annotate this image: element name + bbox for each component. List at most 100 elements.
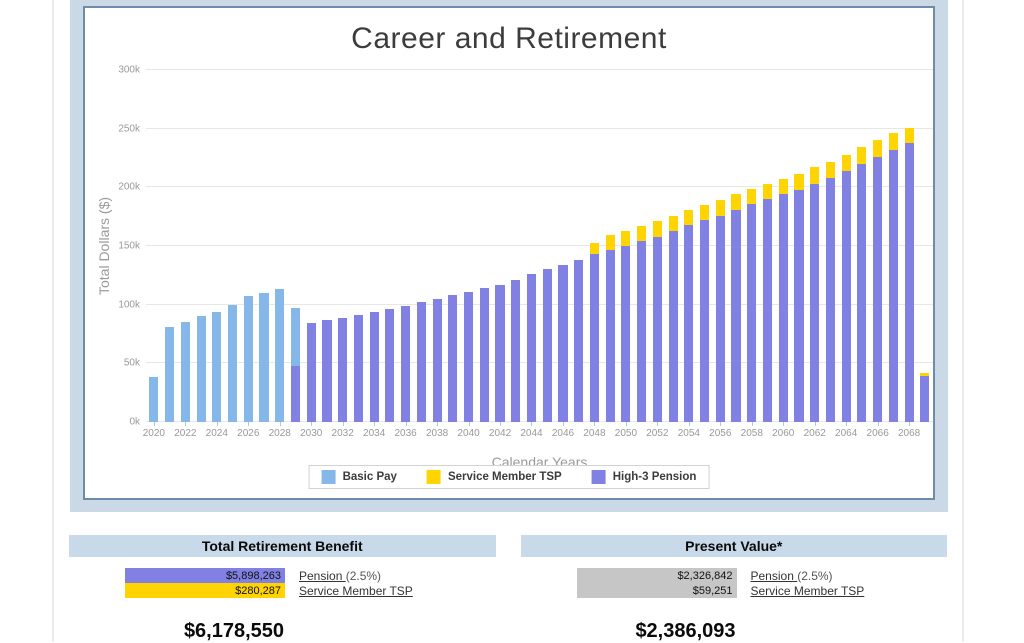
bar-segment-service-member-tsp-2051[interactable] xyxy=(637,226,647,242)
bar-segment-high-3-pension-2057[interactable] xyxy=(731,209,741,422)
legend-label: High-3 Pension xyxy=(612,471,697,483)
bar-segment-high-3-pension-2035[interactable] xyxy=(385,309,395,422)
bar-2046: 2046 xyxy=(552,70,574,439)
bar-segment-basic-pay-2029[interactable] xyxy=(290,308,301,366)
bar-segment-high-3-pension-2064[interactable] xyxy=(841,170,851,422)
bar-segment-high-3-pension-2069[interactable] xyxy=(920,376,930,422)
bar-segment-high-3-pension-2040[interactable] xyxy=(463,291,474,422)
bar-segment-high-3-pension-2044[interactable] xyxy=(526,274,537,422)
bar-segment-basic-pay-2024[interactable] xyxy=(212,311,222,422)
bar-2061 xyxy=(791,70,807,422)
bar-segment-high-3-pension-2051[interactable] xyxy=(637,241,647,422)
bar-segment-basic-pay-2025[interactable] xyxy=(227,304,238,422)
bar-segment-service-member-tsp-2062[interactable] xyxy=(810,167,820,184)
bar-segment-high-3-pension-2054[interactable] xyxy=(684,224,694,422)
bar-segment-high-3-pension-2046[interactable] xyxy=(558,264,568,422)
bar-segment-basic-pay-2027[interactable] xyxy=(259,292,269,422)
bar-segment-basic-pay-2021[interactable] xyxy=(165,326,175,422)
bar-segment-high-3-pension-2058[interactable] xyxy=(747,203,757,422)
legend-item-basic-pay[interactable]: Basic Pay xyxy=(321,470,397,484)
bar-segment-high-3-pension-2030[interactable] xyxy=(306,323,316,422)
bar-2045 xyxy=(539,70,555,422)
bar-segment-high-3-pension-2061[interactable] xyxy=(794,189,804,422)
x-tick-label-2020: 2020 xyxy=(142,428,165,439)
bar-segment-service-member-tsp-2053[interactable] xyxy=(668,215,678,231)
x-tick-mark xyxy=(751,422,753,426)
bar-segment-service-member-tsp-2052[interactable] xyxy=(652,221,662,237)
bar-segment-service-member-tsp-2061[interactable] xyxy=(794,174,804,190)
bar-segment-basic-pay-2026[interactable] xyxy=(243,296,253,422)
bar-segment-service-member-tsp-2063[interactable] xyxy=(825,161,835,178)
x-tick-mark xyxy=(531,422,533,426)
bar-segment-service-member-tsp-2056[interactable] xyxy=(715,200,725,216)
bar-segment-service-member-tsp-2048[interactable] xyxy=(589,242,599,255)
legend-item-high-3-pension[interactable]: High-3 Pension xyxy=(591,470,697,484)
bar-segment-high-3-pension-2056[interactable] xyxy=(715,215,725,422)
bar-segment-high-3-pension-2037[interactable] xyxy=(416,302,426,422)
bar-segment-service-member-tsp-2057[interactable] xyxy=(731,194,741,210)
bar-segment-high-3-pension-2032[interactable] xyxy=(338,317,348,422)
bar-segment-service-member-tsp-2050[interactable] xyxy=(621,230,631,246)
legend-item-service-member-tsp[interactable]: Service Member TSP xyxy=(426,470,562,484)
bar-segment-service-member-tsp-2066[interactable] xyxy=(873,140,883,157)
bar-segment-high-3-pension-2055[interactable] xyxy=(700,220,710,422)
bar-segment-high-3-pension-2045[interactable] xyxy=(542,269,552,422)
bar-segment-service-member-tsp-2065[interactable] xyxy=(857,147,867,164)
tsp-link[interactable]: Service Member TSP xyxy=(750,583,865,598)
bar-segment-basic-pay-2028[interactable] xyxy=(275,289,285,422)
chart-title: Career and Retirement xyxy=(351,22,667,55)
pension-link[interactable]: Pension (2.5%) xyxy=(299,568,382,583)
bar-segment-high-3-pension-2041[interactable] xyxy=(479,288,489,422)
bar-segment-service-member-tsp-2064[interactable] xyxy=(841,154,851,171)
x-tick-mark xyxy=(216,422,218,426)
bar-segment-high-3-pension-2068[interactable] xyxy=(904,142,914,422)
bar-segment-high-3-pension-2038[interactable] xyxy=(432,298,442,422)
bar-segment-high-3-pension-2060[interactable] xyxy=(778,194,788,422)
bar-segment-service-member-tsp-2054[interactable] xyxy=(684,209,694,225)
bar-segment-service-member-tsp-2059[interactable] xyxy=(762,183,773,200)
bar-segment-high-3-pension-2033[interactable] xyxy=(353,315,363,422)
bar-segment-high-3-pension-2063[interactable] xyxy=(825,177,835,422)
bar-2069 xyxy=(917,70,933,422)
bar-2035 xyxy=(382,70,398,422)
bar-segment-service-member-tsp-2055[interactable] xyxy=(700,204,710,221)
bar-segment-basic-pay-2023[interactable] xyxy=(196,316,206,422)
bar-segment-basic-pay-2022[interactable] xyxy=(180,322,190,422)
bar-segment-high-3-pension-2050[interactable] xyxy=(621,246,631,422)
bar-segment-high-3-pension-2059[interactable] xyxy=(762,199,773,422)
bar-segment-service-member-tsp-2049[interactable] xyxy=(605,235,615,250)
bar-segment-high-3-pension-2047[interactable] xyxy=(574,260,584,422)
bar-segment-high-3-pension-2048[interactable] xyxy=(589,254,599,422)
bar-segment-high-3-pension-2066[interactable] xyxy=(873,156,883,422)
bar-2060: 2060 xyxy=(772,70,794,439)
bar-segment-high-3-pension-2062[interactable] xyxy=(810,183,820,422)
bar-segment-high-3-pension-2053[interactable] xyxy=(668,230,678,422)
bar-segment-service-member-tsp-2069[interactable] xyxy=(920,372,930,377)
pension-link[interactable]: Pension (2.5%) xyxy=(750,568,833,583)
panel-header: Total Retirement Benefit xyxy=(69,535,496,557)
bar-segment-high-3-pension-2031[interactable] xyxy=(322,319,332,422)
bar-segment-high-3-pension-2039[interactable] xyxy=(448,295,458,422)
bar-segment-high-3-pension-2067[interactable] xyxy=(888,149,898,422)
bar-segment-basic-pay-2020[interactable] xyxy=(149,377,159,422)
bar-segment-high-3-pension-2049[interactable] xyxy=(605,249,615,422)
x-tick-label-2054: 2054 xyxy=(677,428,700,439)
x-tick-mark xyxy=(437,422,439,426)
tsp-link[interactable]: Service Member TSP xyxy=(299,583,413,598)
bar-segment-service-member-tsp-2067[interactable] xyxy=(888,133,898,150)
bar-2033 xyxy=(351,70,367,422)
bar-segment-high-3-pension-2065[interactable] xyxy=(857,163,867,422)
bar-segment-high-3-pension-2034[interactable] xyxy=(369,311,379,422)
panel-header: Present Value* xyxy=(520,535,947,557)
bar-segment-high-3-pension-2052[interactable] xyxy=(652,236,662,422)
plot-area: Total Dollars ($) Calendar Years 0k 50k 10… xyxy=(96,65,933,470)
x-tick-mark xyxy=(657,422,659,426)
bar-segment-high-3-pension-2036[interactable] xyxy=(401,305,411,422)
bar-segment-high-3-pension-2043[interactable] xyxy=(511,280,521,422)
x-tick-mark xyxy=(594,422,596,426)
bar-segment-service-member-tsp-2068[interactable] xyxy=(904,127,914,143)
bar-segment-high-3-pension-2029[interactable] xyxy=(290,365,301,422)
bar-segment-service-member-tsp-2060[interactable] xyxy=(778,179,788,195)
bar-segment-service-member-tsp-2058[interactable] xyxy=(747,188,757,204)
bar-segment-high-3-pension-2042[interactable] xyxy=(495,284,505,422)
